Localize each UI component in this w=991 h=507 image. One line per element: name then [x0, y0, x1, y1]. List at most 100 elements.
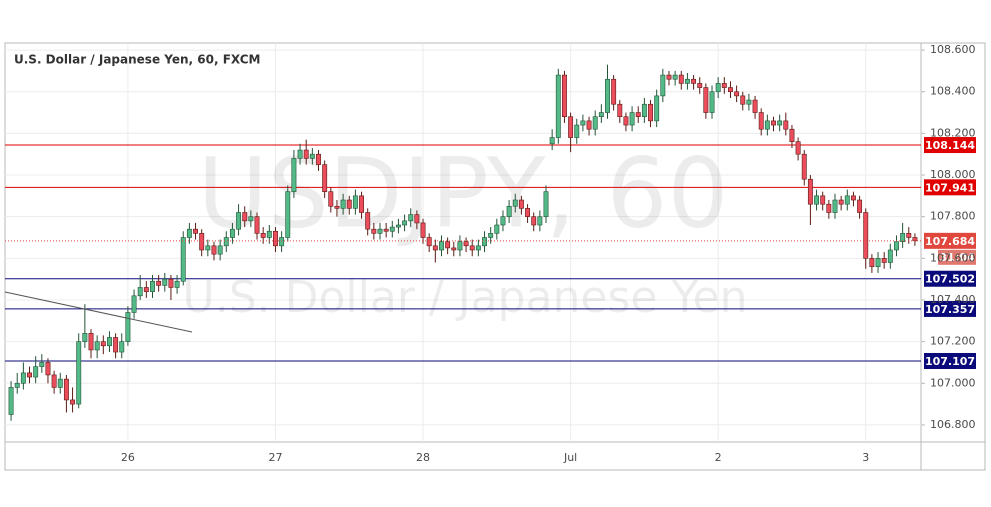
candle-body — [697, 83, 703, 88]
level-tag — [924, 352, 976, 369]
x-tick-label: 3 — [862, 451, 869, 464]
plot — [5, 64, 921, 421]
candle-body — [887, 249, 893, 263]
candle-body — [57, 378, 63, 388]
candle-body — [586, 120, 592, 130]
y-tick-label: 108.400 — [930, 85, 976, 98]
candle-body — [555, 74, 561, 138]
candle-body — [162, 278, 168, 286]
candle-body — [451, 247, 457, 251]
candle-body — [143, 287, 149, 292]
candle-body — [666, 74, 672, 80]
candle-body — [266, 230, 272, 238]
candle-body — [684, 78, 690, 84]
countdown-tag — [938, 249, 976, 265]
candle-body — [641, 103, 647, 118]
level-tag — [924, 300, 976, 317]
candle-body — [242, 212, 248, 222]
candle-body — [408, 214, 414, 222]
candle-body — [445, 241, 451, 249]
candle-body — [229, 228, 235, 238]
level-tag-label: 107.941 — [925, 181, 975, 194]
candle-body — [365, 212, 371, 230]
candle-body — [131, 295, 137, 313]
level-tag-label: 107.107 — [925, 355, 975, 368]
candle-body — [328, 191, 334, 207]
candle-body — [900, 233, 906, 242]
candle-body — [94, 341, 100, 351]
candle-body — [482, 237, 487, 247]
candle-body — [285, 191, 291, 238]
candle-body — [894, 241, 899, 251]
candle-body — [193, 228, 198, 234]
y-tick-label: 108.000 — [930, 168, 976, 181]
chart-title: U.S. Dollar / Japanese Yen, 60, FXCM — [14, 53, 260, 67]
candle-body — [629, 112, 635, 126]
candle-body — [488, 233, 494, 238]
candle-body — [199, 233, 205, 251]
candle-body — [801, 153, 807, 180]
candle-body — [39, 362, 45, 367]
candle-body — [439, 241, 444, 251]
candle-body — [881, 258, 887, 263]
level-tag-label: 107.502 — [925, 273, 975, 286]
last-price-label: 107.684 — [925, 235, 975, 248]
candle-body — [709, 91, 715, 113]
candle-body — [863, 212, 869, 259]
candle-body — [223, 237, 229, 247]
candle-body — [402, 220, 408, 226]
candle-body — [598, 112, 604, 118]
candle-body — [549, 137, 555, 145]
candle-body — [500, 216, 506, 226]
candle-body — [217, 245, 223, 255]
candle-body — [525, 208, 531, 217]
candle-body — [703, 87, 709, 113]
candle-body — [623, 116, 629, 126]
x-tick-label: 28 — [416, 451, 430, 464]
y-tick-label: 107.400 — [930, 293, 976, 306]
candle-body — [869, 258, 875, 267]
candle-body — [592, 116, 598, 130]
candle-body — [635, 112, 641, 118]
candle-body — [771, 120, 776, 126]
candle-body — [820, 195, 826, 205]
candle-body — [531, 216, 537, 226]
candle-body — [205, 245, 211, 251]
candle-body — [70, 399, 76, 405]
candle-body — [14, 382, 20, 388]
candle-body — [371, 228, 377, 234]
last-price-tag — [924, 232, 976, 249]
watermark-description: U.S. Dollar / Japanese Yen — [183, 272, 748, 323]
candle-body — [291, 158, 297, 192]
candle-body — [728, 87, 733, 93]
candle-body — [654, 95, 660, 122]
y-tick-label: 108.600 — [930, 43, 976, 56]
candle-body — [672, 74, 678, 80]
candle-body — [777, 120, 783, 126]
candle-body — [322, 164, 328, 192]
y-tick-label: 107.800 — [930, 210, 976, 223]
candle-body — [691, 78, 697, 84]
y-tick-label: 107.000 — [930, 376, 976, 389]
candle-body — [457, 241, 463, 251]
candle-body — [617, 103, 623, 118]
candle-body — [137, 287, 143, 297]
candle-body — [150, 280, 155, 292]
candle-body — [27, 372, 32, 378]
candle-body — [395, 224, 401, 228]
price-tags: 108.144 107.941 107.502 107.357 107.107 107.6… — [924, 137, 976, 369]
candle-body — [678, 74, 684, 84]
level-tag — [924, 270, 976, 287]
candle-body — [789, 128, 795, 143]
y-tick-label: 107.200 — [930, 335, 976, 348]
candle-body — [506, 205, 512, 217]
candle-body — [309, 153, 315, 159]
candle-body — [518, 199, 524, 209]
candle-body — [605, 78, 610, 113]
candle-body — [844, 195, 850, 205]
candle-body — [33, 366, 39, 378]
candle-body — [236, 212, 242, 230]
candle-body — [562, 74, 567, 118]
candle-body — [826, 203, 832, 213]
